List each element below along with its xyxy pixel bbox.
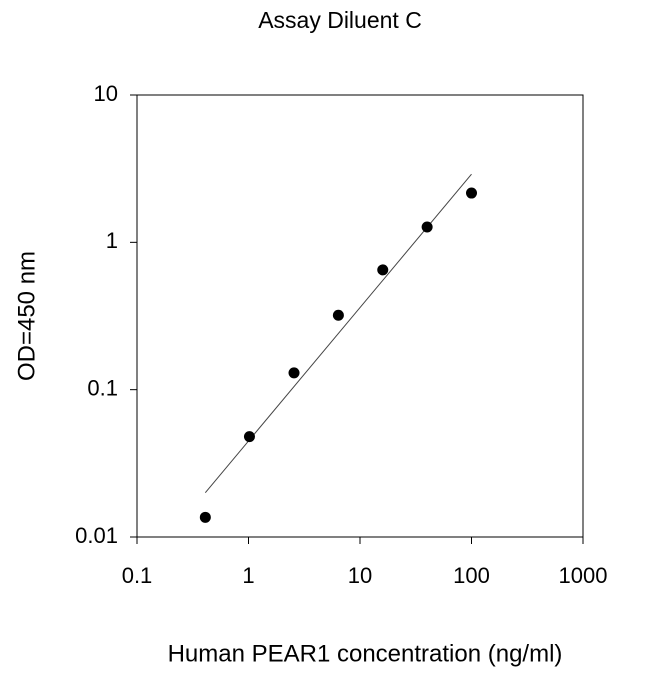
x-tick-label: 10 (348, 563, 372, 588)
data-point (466, 187, 477, 199)
data-point (243, 431, 255, 443)
x-tick-label: 100 (453, 563, 490, 588)
fit-line (204, 173, 472, 493)
y-tick-label: 10 (94, 81, 118, 106)
x-axis-label: Human PEAR1 concentration (ng/ml) (168, 640, 563, 667)
y-tick-label: 0.1 (87, 375, 118, 400)
data-point (288, 367, 300, 379)
data-point (377, 264, 389, 276)
y-axis-label: OD=450 nm (13, 251, 40, 381)
data-point (332, 309, 344, 321)
plot-frame (136, 94, 584, 538)
x-tick-label: 1 (242, 563, 254, 588)
x-tick-label: 1000 (559, 563, 608, 588)
y-tick-label: 1 (106, 228, 118, 253)
data-point (421, 221, 433, 233)
y-tick-label: 0.01 (75, 523, 118, 548)
chart-title: Assay Diluent C (258, 7, 422, 33)
x-tick-label: 0.1 (122, 563, 153, 588)
data-point (199, 511, 211, 523)
